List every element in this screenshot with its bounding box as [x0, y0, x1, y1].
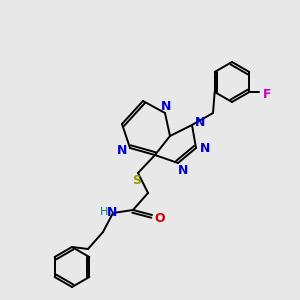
Text: F: F — [263, 88, 272, 100]
Text: N: N — [107, 206, 117, 218]
Text: H: H — [100, 207, 108, 217]
Text: N: N — [161, 100, 171, 112]
Text: N: N — [200, 142, 210, 154]
Text: N: N — [178, 164, 188, 176]
Text: N: N — [117, 143, 127, 157]
Text: S: S — [133, 173, 142, 187]
Text: N: N — [195, 116, 205, 128]
Text: O: O — [155, 212, 165, 226]
